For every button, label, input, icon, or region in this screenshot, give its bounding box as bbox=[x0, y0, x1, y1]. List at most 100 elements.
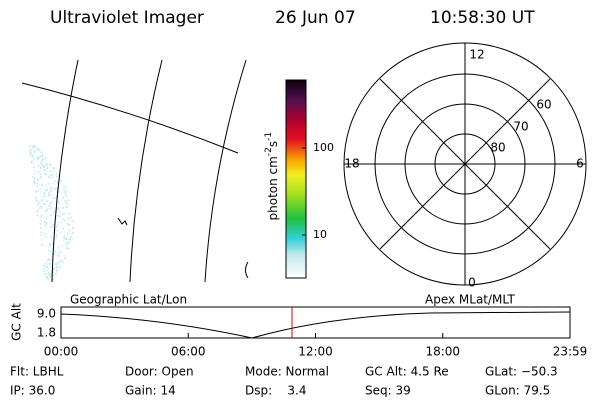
pixel bbox=[68, 224, 71, 226]
pixel bbox=[47, 276, 49, 278]
pixel bbox=[58, 252, 60, 254]
pixel bbox=[54, 272, 57, 274]
pixel bbox=[47, 278, 49, 280]
pixel bbox=[41, 152, 44, 155]
polar-grid bbox=[343, 42, 587, 286]
pixel bbox=[44, 169, 47, 171]
pixel bbox=[68, 217, 70, 219]
pixel bbox=[69, 241, 71, 243]
pixel bbox=[44, 235, 47, 237]
pixel bbox=[56, 175, 58, 178]
pixel bbox=[64, 200, 67, 202]
pixel bbox=[38, 156, 40, 158]
pixel bbox=[46, 209, 48, 211]
pixel bbox=[45, 189, 47, 192]
status-field: GLat: −50.3 bbox=[485, 365, 558, 379]
pixel bbox=[59, 260, 62, 262]
pixel bbox=[43, 203, 46, 205]
pixel bbox=[65, 190, 68, 193]
pixel bbox=[65, 190, 67, 192]
pixel bbox=[36, 214, 39, 217]
status-field: IP: 36.0 bbox=[10, 384, 55, 398]
pixel bbox=[41, 151, 43, 154]
pixel bbox=[29, 154, 32, 156]
pixel bbox=[41, 155, 44, 157]
pixel bbox=[45, 210, 47, 212]
pixel bbox=[58, 189, 60, 192]
pixel bbox=[44, 221, 47, 223]
orbit-y-tick: 1.8 bbox=[37, 326, 56, 340]
pixel bbox=[44, 268, 46, 270]
pixel bbox=[68, 248, 70, 251]
pixel bbox=[54, 263, 57, 265]
pixel bbox=[53, 197, 55, 199]
pixel bbox=[60, 215, 62, 217]
pixel bbox=[43, 221, 46, 223]
pixel bbox=[36, 159, 39, 161]
pixel bbox=[37, 165, 40, 167]
pixel bbox=[40, 191, 42, 193]
pixel bbox=[41, 164, 44, 167]
pixel bbox=[44, 194, 46, 196]
pixel bbox=[50, 259, 52, 261]
pixel bbox=[43, 192, 45, 195]
pixel bbox=[37, 149, 39, 152]
pixel bbox=[58, 246, 60, 248]
pixel bbox=[36, 185, 38, 187]
pixel bbox=[64, 212, 67, 214]
pixel bbox=[46, 266, 48, 269]
pixel bbox=[50, 214, 52, 216]
pixel bbox=[58, 261, 60, 263]
pixel bbox=[49, 263, 52, 265]
pixel bbox=[31, 162, 33, 164]
status-field: Flt: LBHL bbox=[10, 365, 64, 379]
pixel bbox=[42, 165, 44, 167]
pixel bbox=[37, 177, 39, 180]
pixel bbox=[68, 213, 71, 216]
pixel bbox=[63, 189, 65, 191]
pixel bbox=[61, 260, 64, 262]
pixel bbox=[39, 216, 41, 219]
pixel bbox=[71, 233, 73, 235]
pixel bbox=[34, 197, 37, 200]
colorbar-tick-label: 100 bbox=[313, 141, 334, 154]
pixel bbox=[40, 231, 43, 233]
pixel bbox=[57, 261, 59, 263]
pixel bbox=[47, 259, 49, 261]
orbit-left-title: Geographic Lat/Lon bbox=[70, 293, 187, 307]
pixel bbox=[35, 191, 38, 193]
pixel bbox=[50, 243, 52, 246]
pixel bbox=[45, 173, 47, 175]
pixel bbox=[48, 257, 50, 260]
pixel bbox=[62, 239, 65, 242]
lat-label: 60 bbox=[536, 98, 551, 112]
pixel bbox=[63, 235, 66, 237]
pixel bbox=[45, 173, 48, 176]
pixel bbox=[50, 194, 53, 196]
pixel bbox=[28, 149, 31, 152]
pixel bbox=[41, 154, 44, 156]
pixel bbox=[62, 196, 65, 199]
pixel bbox=[55, 251, 57, 254]
pixel bbox=[48, 176, 50, 178]
pixel bbox=[62, 186, 64, 189]
pixel bbox=[51, 226, 53, 228]
orbit-y-tick: 9.0 bbox=[37, 307, 56, 321]
pixel bbox=[56, 248, 59, 250]
pixel bbox=[56, 182, 59, 184]
pixel bbox=[29, 145, 31, 147]
pixel bbox=[45, 265, 48, 267]
pixel bbox=[52, 269, 54, 272]
pixel bbox=[39, 163, 41, 165]
pixel bbox=[55, 197, 57, 199]
pixel bbox=[56, 270, 59, 273]
label-part: s bbox=[266, 141, 280, 147]
x-tick-label: 23:59 bbox=[553, 345, 588, 359]
pixel bbox=[45, 245, 47, 247]
status-field: Seq: 39 bbox=[365, 384, 411, 398]
pixel bbox=[38, 183, 41, 186]
pixel bbox=[43, 166, 46, 168]
pixel bbox=[41, 243, 43, 246]
pixel bbox=[50, 201, 52, 203]
